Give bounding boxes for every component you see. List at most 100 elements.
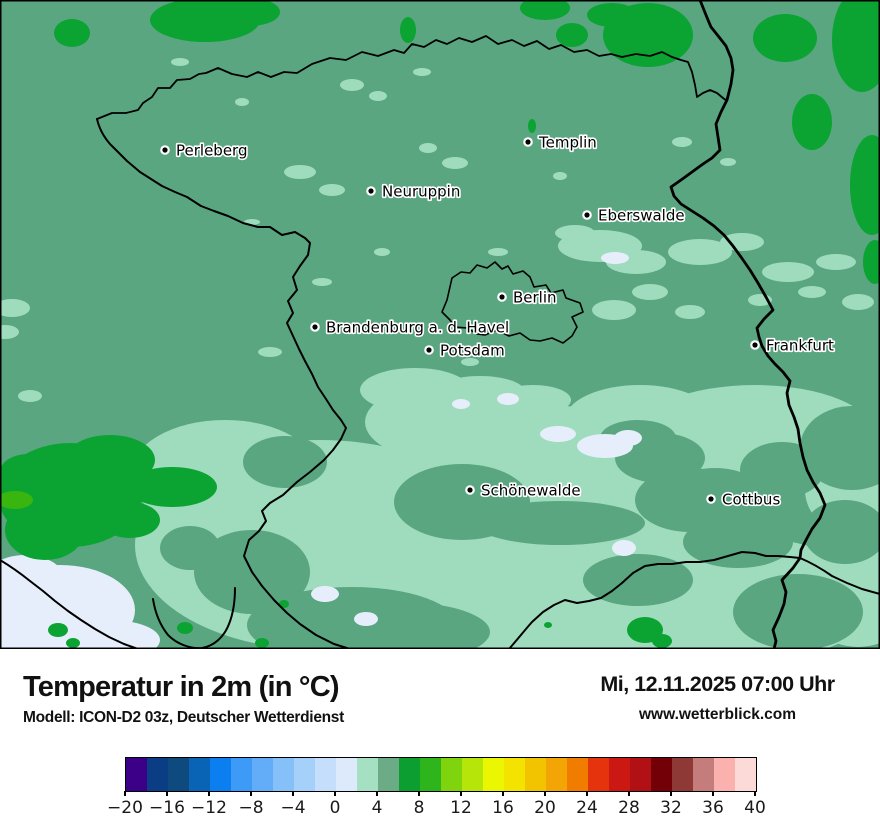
city-marker-neuruppin: Neuruppin — [366, 181, 462, 202]
colorbar-cell — [294, 758, 315, 791]
city-marker-schönewalde: Schönewalde — [465, 480, 582, 501]
colorbar-cell — [399, 758, 420, 791]
city-dot-icon — [708, 496, 714, 502]
colorbar-tick — [712, 791, 714, 796]
colorbar-tick-label: 8 — [413, 798, 425, 818]
colorbar-cell — [231, 758, 252, 791]
weather-map: Perleberg Templin Neuruppin Eberswalde Berli… — [0, 0, 880, 665]
city-label: Schönewalde — [481, 482, 581, 500]
colorbar-cell — [126, 758, 147, 791]
city-dot-icon — [312, 324, 318, 330]
city-dot-icon — [525, 139, 531, 145]
colorbar-tick-label: 0 — [329, 798, 341, 818]
map-title: Temperatur in 2m (in °C) — [23, 671, 340, 703]
colorbar-tick-label: 4 — [371, 798, 383, 818]
city-label: Cottbus — [722, 491, 780, 509]
border-southwest-1 — [0, 559, 139, 650]
temp-patches-green — [0, 0, 880, 648]
border-lines — [0, 0, 880, 651]
colorbar-cell — [525, 758, 546, 791]
colorbar-cell — [630, 758, 651, 791]
colorbar-cell — [672, 758, 693, 791]
colorbar-cell — [588, 758, 609, 791]
colorbar-tick — [586, 791, 588, 796]
colorbar-tick-label: 20 — [534, 798, 556, 818]
city-label: Potsdam — [440, 342, 505, 360]
colorbar-tick — [292, 791, 294, 796]
colorbar-tick-label: −8 — [238, 798, 264, 818]
border-berlin — [441, 261, 584, 344]
city-marker-frankfurt: Frankfurt — [750, 335, 836, 356]
colorbar-tick-label: 36 — [702, 798, 724, 818]
city-label: Neuruppin — [382, 183, 460, 201]
colorbar-cell — [420, 758, 441, 791]
colorbar-tick-label: 24 — [576, 798, 598, 818]
city-marker-brandenburg-a-d-havel: Brandenburg a. d. Havel — [310, 317, 511, 338]
border-north-mecklenburg — [96, 35, 728, 120]
colorbar-cell — [504, 758, 525, 791]
colorbar-cell — [609, 758, 630, 791]
colorbar-ticks: −20 −16 −12 −8 −4 0 4 8 12 16 20 24 28 32 36 40 — [107, 791, 766, 829]
colorbar-cell — [147, 758, 168, 791]
colorbar-tick-label: 16 — [492, 798, 514, 818]
city-marker-potsdam: Potsdam — [424, 340, 506, 361]
city-marker-cottbus: Cottbus — [706, 489, 782, 510]
city-label: Eberswalde — [598, 207, 685, 225]
colorbar-tick — [418, 791, 420, 796]
city-dot-icon — [368, 188, 374, 194]
colorbar-cell — [189, 758, 210, 791]
map-frame — [0, 0, 880, 649]
colorbar-tick — [754, 791, 756, 796]
colorbar-tick-label: 40 — [744, 798, 766, 818]
border-saxony-south — [508, 551, 801, 650]
city-dot-icon — [162, 147, 168, 153]
colorbar-cell — [273, 758, 294, 791]
colorbar-cell — [483, 758, 504, 791]
date-block: Mi, 12.11.2025 07:00 Uhr www.wetterblick… — [579, 672, 856, 724]
city-marker-berlin: Berlin — [497, 287, 558, 308]
colorbar-cell — [441, 758, 462, 791]
colorbar-cell — [567, 758, 588, 791]
city-label: Brandenburg a. d. Havel — [326, 319, 509, 337]
city-label: Frankfurt — [766, 337, 834, 355]
colorbar-cell — [168, 758, 189, 791]
colorbar-cell — [336, 758, 357, 791]
colorbar-tick-label: −12 — [191, 798, 227, 818]
colorbar-cell — [210, 758, 231, 791]
city-marker-perleberg: Perleberg — [160, 140, 249, 161]
map-datetime: Mi, 12.11.2025 07:00 Uhr — [600, 672, 835, 696]
border-saxony-branch — [799, 557, 880, 595]
border-poland — [669, 0, 827, 651]
border-west — [96, 118, 351, 650]
colorbar-tick-label: −4 — [280, 798, 306, 818]
temp-patches-mint-north — [0, 58, 874, 402]
temperature-colorbar — [125, 757, 757, 792]
footer: Temperatur in 2m (in °C) Modell: ICON-D2… — [0, 649, 880, 830]
colorbar-tick — [124, 791, 126, 796]
colorbar-cell — [546, 758, 567, 791]
colorbar-tick-label: 12 — [450, 798, 472, 818]
colorbar-cell — [378, 758, 399, 791]
colorbar-tick-label: 32 — [660, 798, 682, 818]
colorbar-tick — [460, 791, 462, 796]
city-label: Perleberg — [176, 142, 247, 160]
colorbar-tick — [208, 791, 210, 796]
colorbar-tick-label: 28 — [618, 798, 640, 818]
city-dot-icon — [499, 294, 505, 300]
colorbar-tick — [376, 791, 378, 796]
colorbar-cell — [714, 758, 735, 791]
colorbar-tick — [628, 791, 630, 796]
city-marker-templin: Templin — [523, 132, 598, 153]
colorbar-tick — [670, 791, 672, 796]
colorbar-tick-label: −16 — [149, 798, 185, 818]
colorbar-cell — [735, 758, 756, 791]
colorbar-cell — [315, 758, 336, 791]
city-dot-icon — [584, 212, 590, 218]
city-dot-icon — [467, 487, 473, 493]
temp-patch-bright-green — [0, 491, 33, 509]
colorbar-tick-label: −20 — [107, 798, 143, 818]
colorbar-tick — [544, 791, 546, 796]
colorbar-tick — [334, 791, 336, 796]
colorbar-cell — [462, 758, 483, 791]
colorbar-cell — [252, 758, 273, 791]
